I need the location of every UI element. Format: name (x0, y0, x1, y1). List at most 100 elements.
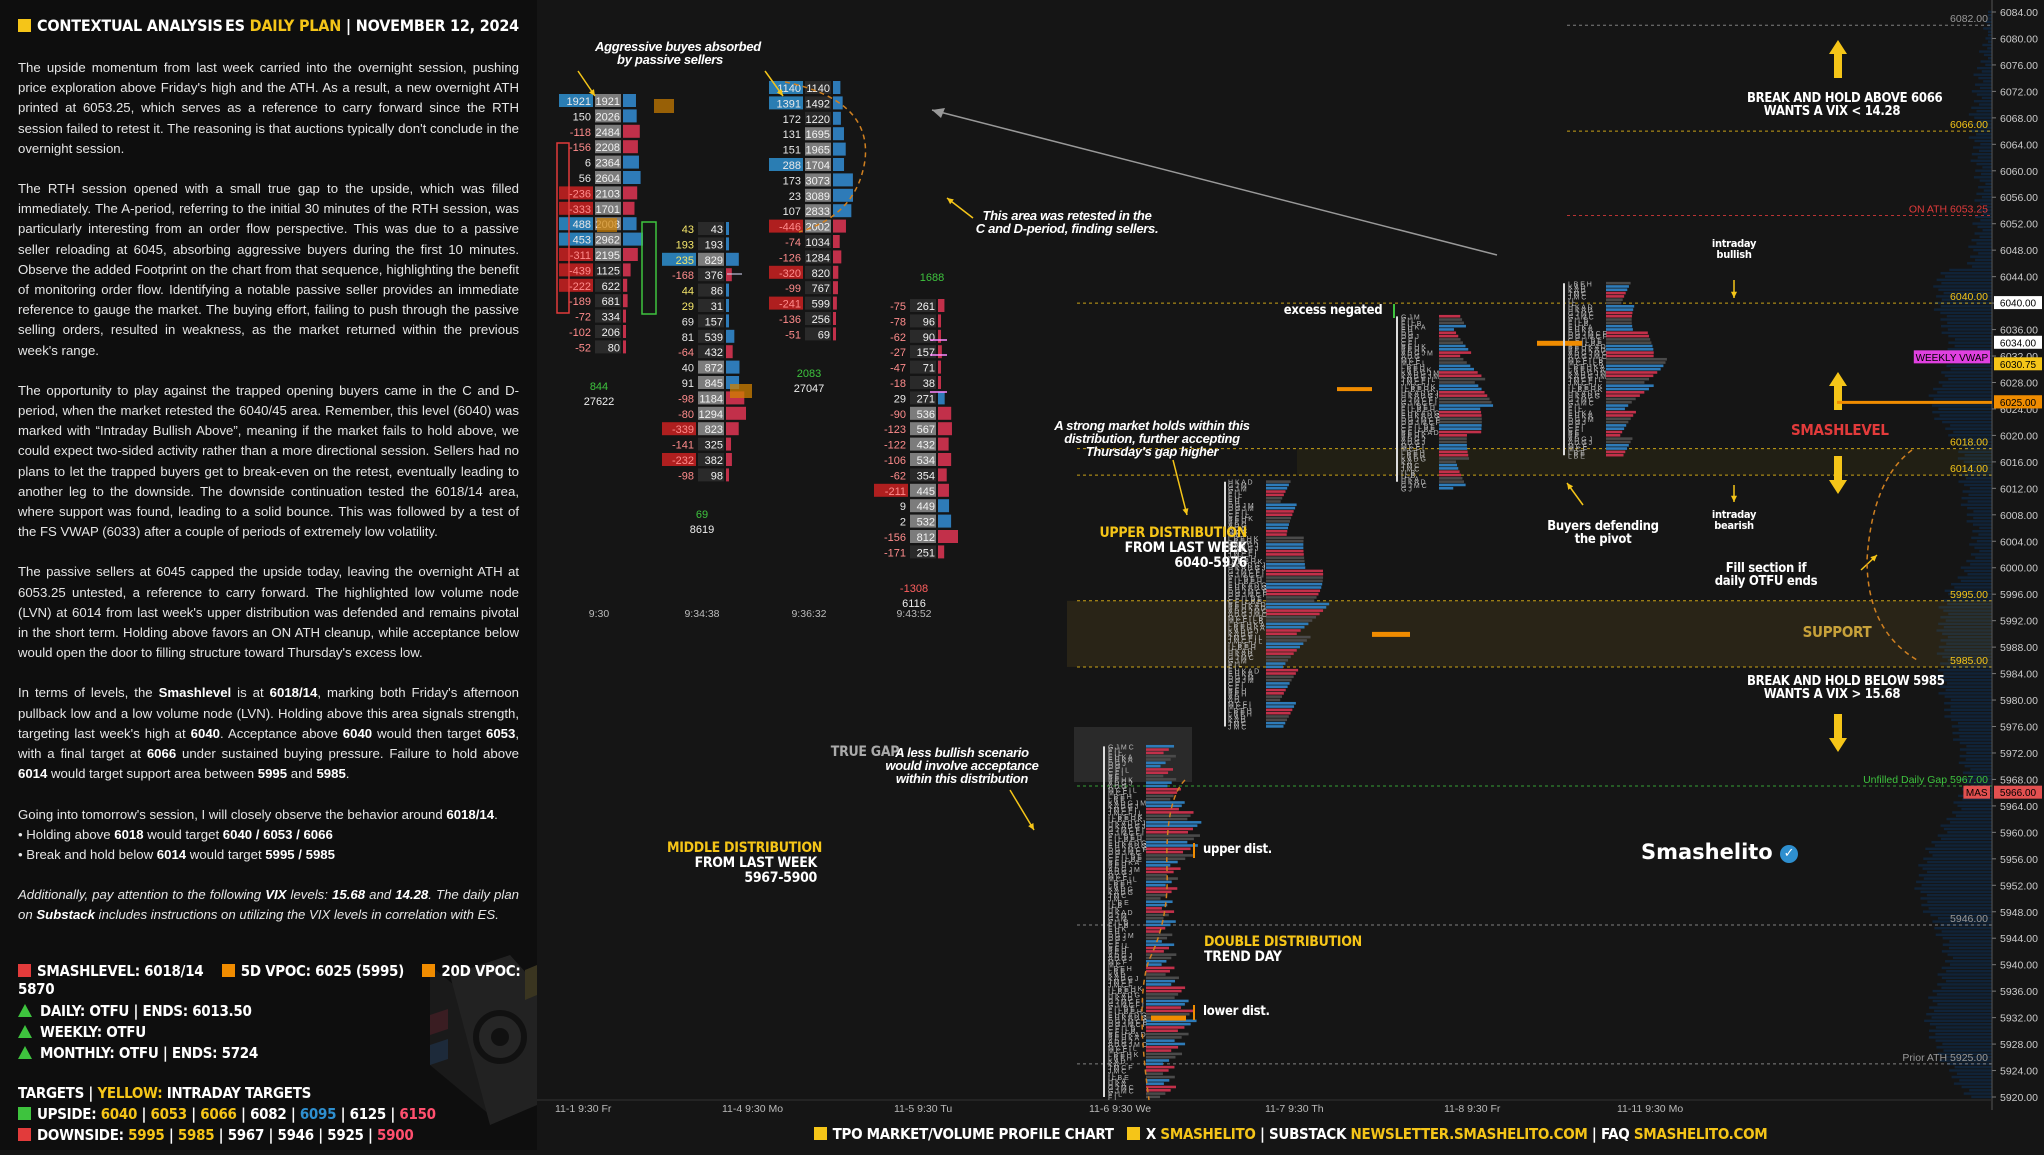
tpo-letters: G J M C F I (1108, 999, 1144, 1006)
tpo-bar (1439, 420, 1482, 424)
y-tick-label: 6012.00 (2000, 483, 2038, 495)
volume-cell (595, 248, 621, 261)
tpo-letters: L B E H (1108, 966, 1132, 973)
tpo-bar (1266, 725, 1284, 728)
tpo-letters: M C F (1228, 529, 1247, 536)
delta-value: -171 (884, 547, 906, 559)
tpo-letters: G J M (1108, 916, 1127, 923)
tpo-bar (1146, 784, 1168, 788)
tpo-bar (1266, 619, 1313, 622)
annotation-break-below: BREAK AND HOLD BELOW 5985 WANTS A VIX > 1… (1747, 674, 1945, 702)
volume-bar (1959, 748, 1992, 751)
annotation-strong-market: A strong market holds within this distrib… (1054, 418, 1250, 459)
volume-cell (805, 158, 831, 171)
delta-value: 193 (676, 239, 694, 251)
x-tick-label: 11-7 9:30 Th (1265, 1103, 1324, 1115)
axis-badge (1963, 785, 1990, 799)
tpo-bar (1146, 764, 1161, 768)
volume-bar (1985, 205, 1992, 209)
tpo-bar (1439, 457, 1470, 460)
axis-badge (1994, 785, 2042, 799)
volume-cell (595, 186, 621, 200)
tpo-bar (1266, 569, 1324, 573)
volume-cell (595, 94, 621, 107)
tpo-bar (1146, 1079, 1170, 1082)
tpo-letters: G J M (1401, 314, 1420, 321)
volume-bar (1966, 559, 1992, 563)
footer-substack-link[interactable]: NEWSLETTER.SMASHELITO.COM (1350, 1125, 1588, 1143)
x-tick-label: 11-5 9:30 Tu (894, 1103, 952, 1115)
tpo-bar (1266, 622, 1309, 626)
reference-line-label: 5995.00 (1950, 589, 1988, 601)
tpo-bar (1266, 672, 1296, 675)
tpo-letters: D G J M C F (1108, 847, 1147, 854)
footer-x-link[interactable]: SMASHELITO (1160, 1125, 1256, 1143)
tpo-bar (1266, 553, 1304, 556)
volume-cell (595, 340, 621, 354)
volume-value: 823 (705, 424, 723, 436)
volume-cell (805, 281, 831, 295)
tpo-bar (1439, 486, 1454, 490)
volume-value: 3073 (806, 175, 830, 187)
smashlevel-zone-label: SMASHLEVEL (1791, 421, 1889, 439)
volume-bar (1930, 913, 1992, 917)
square-icon (813, 1127, 827, 1140)
vpoc-marker (1372, 631, 1410, 637)
volume-bar (1969, 487, 1992, 490)
tpo-bar (1146, 940, 1162, 943)
volume-bar (623, 140, 638, 154)
volume-bar (1974, 116, 1992, 119)
tpo-letters: F I L (1108, 748, 1122, 755)
volume-bar (1935, 933, 1992, 937)
volume-bar (1935, 1026, 1992, 1029)
volume-bar (1939, 1059, 1992, 1062)
volume-cell (910, 360, 936, 374)
volume-bar (1988, 10, 1992, 14)
axis-badge-label: 6030.75 (2000, 360, 2037, 371)
footer-chart-name: TPO MARKET/VOLUME PROFILE CHART (832, 1125, 1114, 1143)
tpo-letters: D G J M (1228, 506, 1254, 513)
tpo-bar (1266, 500, 1281, 503)
delta-cell (769, 219, 803, 233)
tpo-bar (1146, 821, 1202, 824)
tpo-bar (1606, 381, 1645, 384)
volume-bar (833, 127, 844, 141)
highlight-arc (784, 81, 867, 233)
arrow-head (1182, 508, 1189, 515)
volume-bar (1967, 573, 1992, 576)
tpo-bar (1606, 291, 1626, 295)
tpo-letters: L B E H K (1228, 539, 1259, 546)
tpo-bar (1146, 781, 1172, 784)
y-tick-label: 5988.00 (2000, 642, 2038, 654)
volume-bar (1958, 728, 1992, 731)
tpo-bar (1606, 404, 1629, 407)
tpo-letters: C F I L (1108, 943, 1129, 950)
tpo-letters: H K A D (1108, 996, 1133, 1003)
volume-bar (938, 545, 945, 559)
tpo-letters: D G J M C F (1228, 592, 1267, 599)
volume-bar (1960, 778, 1992, 781)
tpo-bar (1266, 566, 1306, 569)
volume-bar (1951, 582, 1992, 586)
tpo-letters: B E H (1108, 949, 1126, 956)
volume-bar (1976, 539, 1992, 543)
tpo-letters: A D G J (1108, 1039, 1132, 1046)
volume-bar (833, 204, 852, 218)
tpo-letters: C F I L (1228, 513, 1249, 520)
tpo-bar (1606, 367, 1661, 371)
tpo-bar (1266, 609, 1324, 612)
tpo-profile-11-6 (1146, 744, 1202, 1099)
footprint-extra-label: 1688 (920, 272, 944, 284)
tpo-letters: H K A D G (1568, 390, 1600, 397)
tpo-bar (1606, 377, 1650, 381)
tpo-bar (1439, 427, 1482, 430)
delta-value: -52 (575, 342, 591, 354)
tpo-bar (1146, 993, 1179, 996)
volume-value: 271 (917, 393, 935, 405)
tpo-bar (1606, 364, 1664, 368)
footer-faq-link[interactable]: SMASHELITO.COM (1633, 1125, 1768, 1143)
tpo-letters: C F I L B E (1568, 341, 1602, 348)
volume-value: 599 (812, 299, 830, 311)
tpo-bar (1146, 847, 1191, 851)
tpo-bar (1146, 1029, 1178, 1033)
